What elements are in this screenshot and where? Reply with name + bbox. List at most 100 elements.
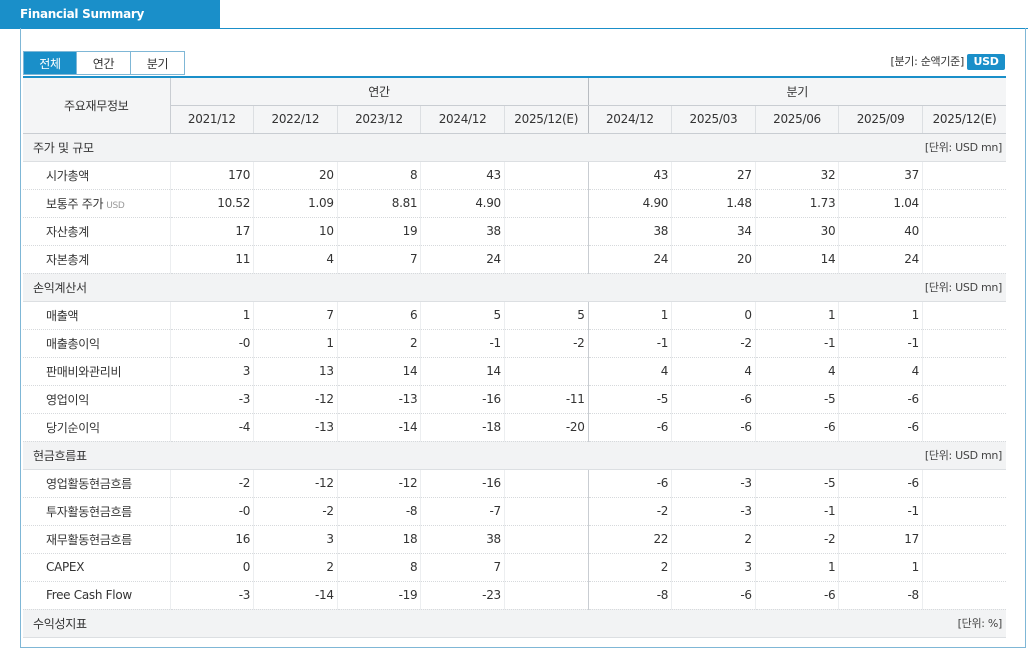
row-label: 매출총이익 xyxy=(46,336,100,351)
value-cell xyxy=(921,245,1007,274)
value-cell: -6 xyxy=(838,413,923,442)
value-cell xyxy=(503,581,589,610)
period-label: 2022/12 xyxy=(253,105,338,134)
value-cell: -18 xyxy=(420,413,505,442)
value-cell: 8 xyxy=(336,161,421,190)
value-cell: 27 xyxy=(671,161,756,190)
value-cell: -16 xyxy=(420,385,505,414)
value-cell: -6 xyxy=(838,469,923,498)
group-label: 분기 xyxy=(587,76,1007,106)
data-row: 당기순이익 -4 -13 -14 -18 -20 -6 -6 -6 -6 xyxy=(23,413,1007,442)
value-cell: 24 xyxy=(838,245,923,274)
value-cell: -5 xyxy=(754,469,839,498)
value-cell: 43 xyxy=(420,161,505,190)
value-cell xyxy=(921,497,1007,526)
value-cell: 2 xyxy=(336,329,421,358)
row-label-cell: 당기순이익 xyxy=(23,413,170,442)
value-cell: -8 xyxy=(838,581,923,610)
value-cell: 38 xyxy=(420,525,505,554)
value-cell: 1 xyxy=(838,553,923,582)
value-cell: -16 xyxy=(420,469,505,498)
row-label-cell: CAPEX xyxy=(23,553,170,582)
value-cell: 7 xyxy=(420,553,505,582)
value-cell xyxy=(921,525,1007,554)
value-cell: -1 xyxy=(754,329,839,358)
value-cell: -6 xyxy=(838,385,923,414)
section-title: 수익성지표 xyxy=(23,609,589,638)
value-cell: 7 xyxy=(253,301,338,330)
value-cell: -19 xyxy=(336,581,421,610)
value-cell: 1 xyxy=(838,301,923,330)
value-cell: 1 xyxy=(587,301,672,330)
value-cell: 4 xyxy=(253,245,338,274)
value-cell: 1 xyxy=(253,329,338,358)
value-cell: 4 xyxy=(754,357,839,386)
value-cell: 4 xyxy=(671,357,756,386)
value-cell: 14 xyxy=(420,357,505,386)
value-cell: 7 xyxy=(336,245,421,274)
value-cell: -12 xyxy=(253,469,338,498)
value-cell: 1 xyxy=(754,301,839,330)
data-row: 보통주 주가 USD 10.52 1.09 8.81 4.90 4.90 1.48 1.73 1.… xyxy=(23,189,1007,218)
value-cell: 10 xyxy=(253,217,338,246)
tab[interactable]: 전체 xyxy=(23,51,77,75)
tab[interactable]: 연간 xyxy=(77,51,131,75)
value-cell xyxy=(503,553,589,582)
section-title: 현금흐름표 xyxy=(23,441,589,470)
row-label: 매출액 xyxy=(46,308,79,323)
row-label: 투자활동현금흐름 xyxy=(46,504,132,519)
tab-underline xyxy=(0,28,1028,29)
value-cell: 38 xyxy=(420,217,505,246)
value-cell xyxy=(921,301,1007,330)
value-cell: 1 xyxy=(169,301,254,330)
value-cell: -2 xyxy=(169,469,254,498)
value-cell: 1 xyxy=(754,553,839,582)
value-cell: 38 xyxy=(587,217,672,246)
row-label-cell: 매출총이익 xyxy=(23,329,170,358)
value-cell xyxy=(921,329,1007,358)
period-label: 2021/12 xyxy=(169,105,254,134)
value-cell xyxy=(503,497,589,526)
row-label: 영업이익 xyxy=(46,392,89,407)
value-cell: 17 xyxy=(838,525,923,554)
value-cell: -6 xyxy=(754,581,839,610)
row-label: 자본총계 xyxy=(46,252,89,267)
row-label: 판매비와관리비 xyxy=(46,364,122,379)
data-row: 투자활동현금흐름 -0 -2 -8 -7 -2 -3 -1 -1 xyxy=(23,497,1007,526)
value-cell: 2 xyxy=(253,553,338,582)
table-body: 주가 및 규모 [단위: USD mn] 시가총액 170 20 8 43 43 27 32 37 보… xyxy=(23,133,1007,638)
value-cell: 1.04 xyxy=(838,189,923,218)
row-label-cell: 시가총액 xyxy=(23,161,170,190)
period-label: 2025/09 xyxy=(838,105,923,134)
group-label: 연간 xyxy=(169,76,589,106)
value-cell: 4 xyxy=(587,357,672,386)
section-unit: [단위: %] xyxy=(588,609,1007,638)
value-cell xyxy=(503,217,589,246)
value-cell: 20 xyxy=(671,245,756,274)
value-cell: -8 xyxy=(336,497,421,526)
section-tab[interactable]: Financial Summary xyxy=(0,0,220,28)
value-cell: -6 xyxy=(671,385,756,414)
row-label: 재무활동현금흐름 xyxy=(46,532,132,547)
value-cell: 11 xyxy=(169,245,254,274)
value-cell xyxy=(503,469,589,498)
value-cell: -0 xyxy=(169,329,254,358)
section-row: 현금흐름표 [단위: USD mn] xyxy=(23,441,1007,470)
value-cell: 17 xyxy=(169,217,254,246)
period-label: 2025/12(E) xyxy=(503,105,589,134)
value-cell: 4.90 xyxy=(587,189,672,218)
value-cell: 24 xyxy=(587,245,672,274)
value-cell: 22 xyxy=(587,525,672,554)
tab[interactable]: 분기 xyxy=(131,51,185,75)
row-unit: USD xyxy=(106,200,125,211)
value-cell xyxy=(921,161,1007,190)
value-cell: -23 xyxy=(420,581,505,610)
value-cell: 3 xyxy=(671,553,756,582)
currency-button[interactable]: USD xyxy=(967,54,1005,70)
data-row: 재무활동현금흐름 16 3 18 38 22 2 -2 17 xyxy=(23,525,1007,554)
value-cell: -6 xyxy=(587,469,672,498)
period-label: 2025/06 xyxy=(754,105,839,134)
row-label-cell: 매출액 xyxy=(23,301,170,330)
value-cell: -2 xyxy=(503,329,589,358)
